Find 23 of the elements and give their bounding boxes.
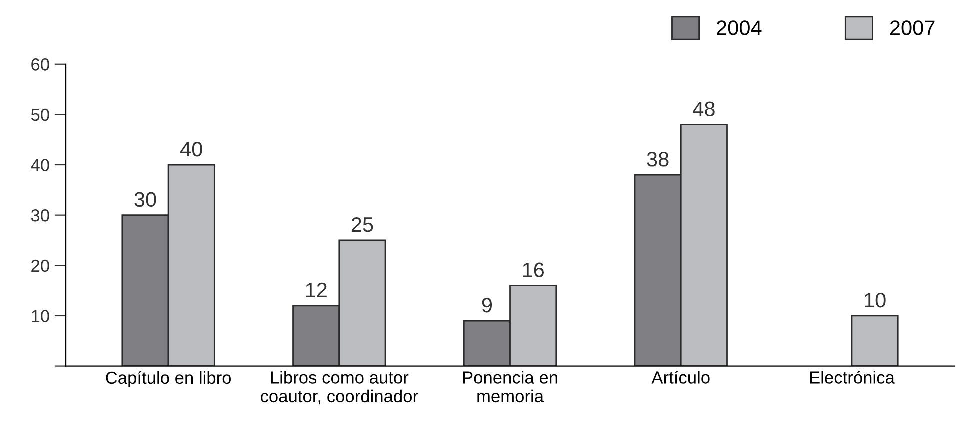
data-label: 12 (306, 282, 327, 298)
bar (851, 315, 899, 366)
data-label: 30 (134, 192, 156, 208)
y-tick-label: 10 (32, 310, 50, 322)
data-label: 40 (180, 142, 202, 157)
x-tick-label: Capítulo en libro (106, 371, 232, 388)
data-label: 48 (693, 102, 715, 116)
data-label: 16 (523, 262, 544, 278)
legend-label: 2004 (717, 20, 762, 36)
x-tick-label: Ponencia en memoria (463, 371, 558, 403)
y-tick-label: 50 (31, 108, 50, 122)
x-tick-label: Libros como autor coautor, coordinador (261, 371, 418, 405)
y-tick-label: 40 (31, 159, 50, 172)
data-label: 10 (865, 292, 886, 308)
data-label: 25 (352, 217, 374, 232)
y-tick-label: 30 (31, 210, 50, 222)
y-tick-label: 20 (32, 260, 50, 272)
x-tick-label: Electrónica (810, 370, 895, 384)
y-tick-label: 60 (32, 58, 50, 71)
legend-label: 2007 (890, 20, 935, 36)
data-label: 38 (647, 152, 669, 167)
x-tick-label: Artículo (652, 370, 710, 384)
data-label: 9 (482, 298, 492, 313)
